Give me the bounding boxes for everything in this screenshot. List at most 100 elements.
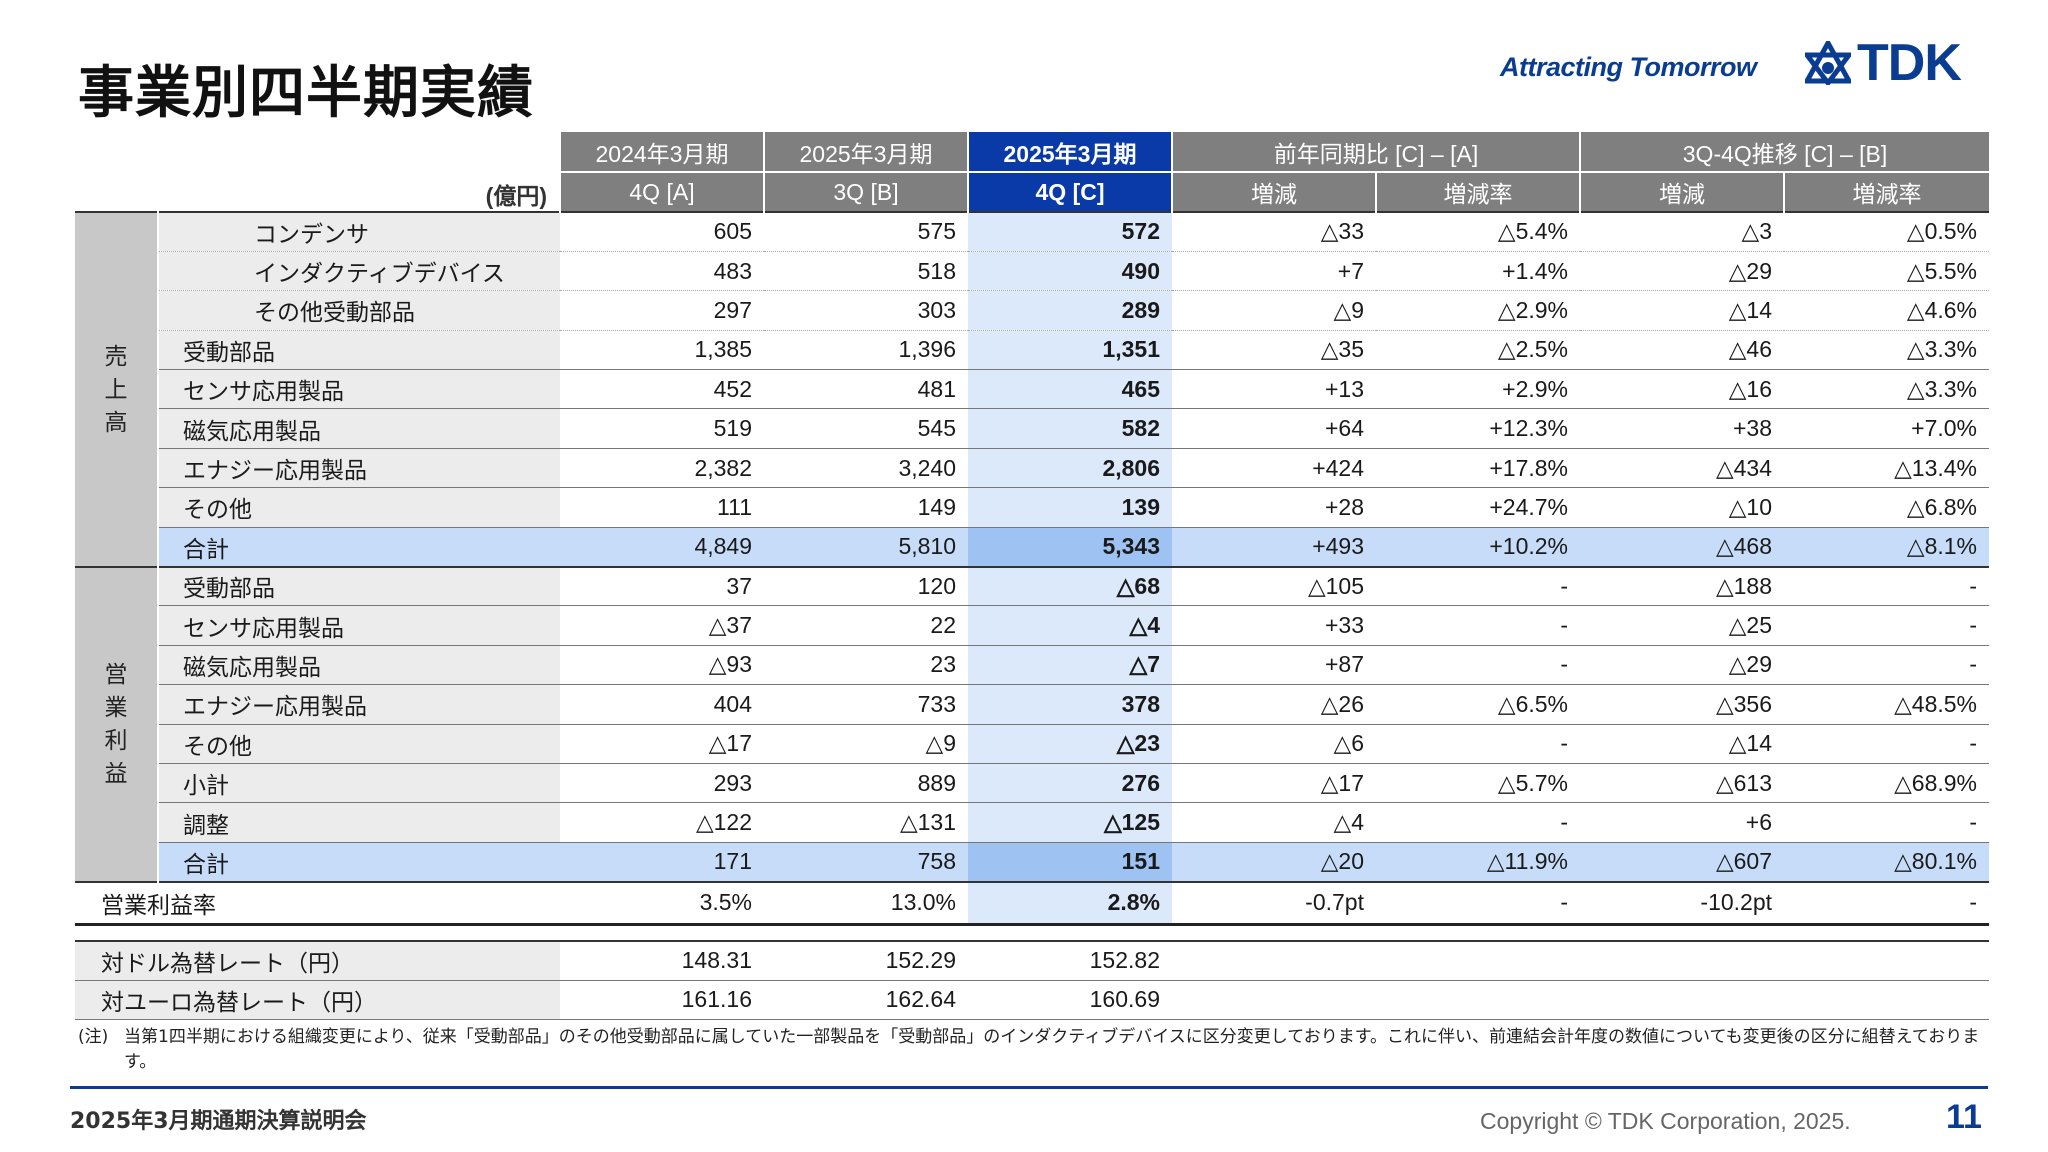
cell-value: △6.8% <box>1784 487 1990 528</box>
cell-value: 139 <box>968 487 1172 528</box>
row-label: 受動部品 <box>158 565 560 607</box>
cell-value: 152.29 <box>764 940 968 981</box>
empty-cell <box>1172 980 1990 1020</box>
cell-value: △3.3% <box>1784 330 1990 371</box>
cell-value: +17.8% <box>1376 448 1581 489</box>
cell-value: △131 <box>764 802 968 843</box>
cell-value: 151 <box>968 842 1172 883</box>
cell-value: △125 <box>968 802 1172 843</box>
cell-value: 161.16 <box>560 980 764 1020</box>
cell-value: 452 <box>560 369 764 410</box>
cell-value: △613 <box>1580 763 1785 804</box>
cell-value: 758 <box>764 842 968 883</box>
tdk-logo: TDK <box>1805 37 1962 89</box>
cell-value: △7 <box>968 645 1172 686</box>
operating-income-group-label: 営 業 利 益 <box>75 565 159 883</box>
cell-value: 404 <box>560 684 764 725</box>
footer-rule <box>70 1086 1988 1089</box>
col-header-qoq-change: 増減 <box>1579 171 1785 212</box>
cell-value: - <box>1784 880 1990 926</box>
cell-value: - <box>1376 645 1581 686</box>
sales-section: 売 上 高コンデンサ 605 575 572 △33 △5.4% △3 △0.5% インダクティ… <box>75 210 1990 568</box>
table-row: 磁気応用製品 519 545 582 +64 +12.3% +38 +7.0% <box>75 408 1990 449</box>
cell-value: 303 <box>764 290 968 331</box>
cell-value: 293 <box>560 763 764 804</box>
cell-value: - <box>1784 802 1990 843</box>
cell-value: 465 <box>968 369 1172 410</box>
table-row: 調整 △122 △131 △125 △4- +6- <box>75 802 1990 843</box>
table-row: その他 △17 △9 △23 △6- △14- <box>75 724 1990 764</box>
event-name: 2025年3月期通期決算説明会 <box>70 1109 367 1134</box>
cell-value: 162.64 <box>764 980 968 1020</box>
footnote-text: 当第1四半期における組織変更により、従来「受動部品」のその他受動部品に属していた… <box>124 1027 1980 1072</box>
cell-value: +10.2% <box>1376 527 1581 568</box>
col-header-qoq: 3Q-4Q推移 [C] – [B] <box>1579 132 1990 172</box>
row-label: エナジー応用製品 <box>158 684 560 725</box>
cell-value: 13.0% <box>764 880 968 926</box>
cell-value: 605 <box>560 210 764 252</box>
cell-value: △6 <box>1172 724 1376 764</box>
cell-value: △105 <box>1172 565 1376 607</box>
row-label: インダクティブデバイス <box>158 251 560 292</box>
cell-value: 160.69 <box>968 980 1172 1020</box>
cell-value: +28 <box>1172 487 1376 528</box>
footnote-label: (注) <box>78 1027 109 1047</box>
col-header-qoq-rate: 増減率 <box>1783 171 1990 212</box>
cell-value: +493 <box>1172 527 1376 568</box>
cell-value: △29 <box>1580 645 1785 686</box>
col-header-2025-fy-4q: 2025年3月期 <box>967 132 1172 172</box>
row-label: 小計 <box>158 763 560 804</box>
cell-value: △10 <box>1580 487 1785 528</box>
col-header-yoy-rate: 増減率 <box>1374 171 1581 212</box>
cell-value: 289 <box>968 290 1172 331</box>
col-header-2025-fy-3q: 2025年3月期 <box>763 132 968 172</box>
cell-value: 276 <box>968 763 1172 804</box>
cell-value: △14 <box>1580 724 1785 764</box>
row-label: コンデンサ <box>158 210 560 252</box>
table-row: 小計 293 889 276 △17 △5.7% △613 △68.9% <box>75 763 1990 804</box>
cell-value: - <box>1784 724 1990 764</box>
cell-value: △188 <box>1580 565 1785 607</box>
header-blank <box>75 132 560 172</box>
cell-value: △2.9% <box>1376 290 1581 331</box>
copyright-text: Copyright © TDK Corporation, 2025. <box>1480 1108 1851 1134</box>
cell-value: 2.8% <box>968 880 1172 926</box>
table-row: センサ応用製品 △37 22 △4 +33- △25- <box>75 605 1990 646</box>
cell-value: △5.5% <box>1784 251 1990 292</box>
cell-value: △68.9% <box>1784 763 1990 804</box>
segment-results-table: 2024年3月期 2025年3月期 2025年3月期 前年同期比 [C] – [… <box>75 132 1990 1020</box>
cell-value: △26 <box>1172 684 1376 725</box>
cell-value: △4 <box>1172 802 1376 843</box>
cell-value: 2,382 <box>560 448 764 489</box>
cell-value: △3.3% <box>1784 369 1990 410</box>
cell-value: △4 <box>968 605 1172 646</box>
cell-value: △3 <box>1580 210 1785 252</box>
cell-value: 149 <box>764 487 968 528</box>
cell-value: - <box>1784 645 1990 686</box>
cell-value: 3.5% <box>560 880 764 926</box>
cell-value: △80.1% <box>1784 842 1990 883</box>
cell-value: △37 <box>560 605 764 646</box>
row-label: 合計 <box>158 527 560 568</box>
margin-and-fx-section: 営業利益率 3.5% 13.0% 2.8% -0.7pt - -10.2pt - 対ドル為替レー… <box>75 880 1990 1020</box>
cell-value: +2.9% <box>1376 369 1581 410</box>
cell-value: +7.0% <box>1784 408 1990 449</box>
row-label: 営業利益率 <box>75 880 560 926</box>
cell-value: △35 <box>1172 330 1376 371</box>
fx-rate-row: 対ドル為替レート（円） 148.31 152.29 152.82 <box>75 940 1990 981</box>
table-row: 売 上 高コンデンサ 605 575 572 △33 △5.4% △3 △0.5% <box>75 210 1990 567</box>
cell-value: +7 <box>1172 251 1376 292</box>
row-label: 対ユーロ為替レート（円） <box>75 980 560 1020</box>
cell-value: +24.7% <box>1376 487 1581 528</box>
cell-value: 481 <box>764 369 968 410</box>
table-row: その他 111 149 139 +28 +24.7% △10 △6.8% <box>75 487 1990 528</box>
cell-value: △33 <box>1172 210 1376 252</box>
cell-value: △93 <box>560 645 764 686</box>
page-number: 11 <box>1946 1098 1982 1136</box>
cell-value: △17 <box>560 724 764 764</box>
cell-value: △13.4% <box>1784 448 1990 489</box>
header-row-top: 2024年3月期 2025年3月期 2025年3月期 前年同期比 [C] – [… <box>75 132 1990 172</box>
cell-value: △122 <box>560 802 764 843</box>
cell-value: 23 <box>764 645 968 686</box>
cell-value: △11.9% <box>1376 842 1581 883</box>
